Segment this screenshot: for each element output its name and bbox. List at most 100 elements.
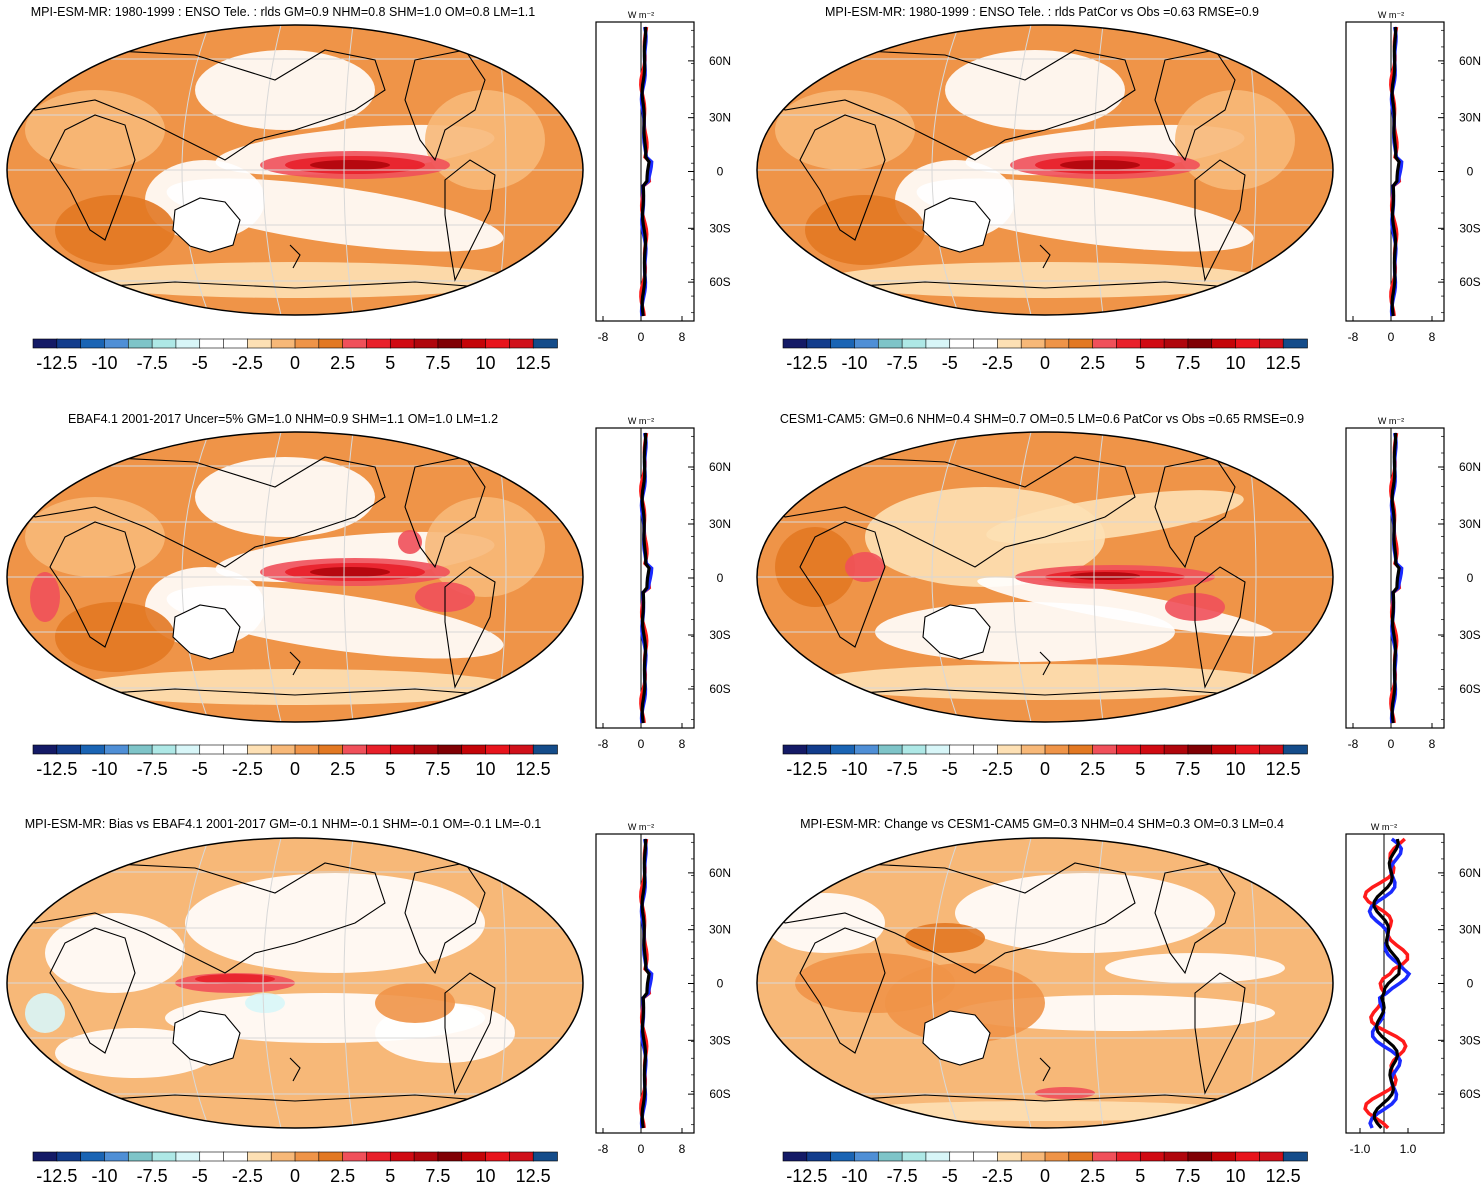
profile-y-tick-label: 60N (709, 866, 731, 880)
colorbar-tick-label: 2.5 (330, 759, 355, 779)
colorbar-swatch (854, 1151, 880, 1162)
colorbar-tick-label: -12.5 (36, 1166, 77, 1186)
colorbar-swatch (366, 744, 392, 755)
colorbar-swatch (1044, 744, 1070, 755)
profile-x-tick-label: 8 (679, 1142, 686, 1156)
colorbar-tick-label: 2.5 (1080, 353, 1105, 373)
colorbar-tick-label: -12.5 (786, 353, 827, 373)
colorbar-swatch (461, 338, 487, 349)
colorbar-tick-label: 5 (385, 1166, 395, 1186)
colorbar-swatch (151, 338, 177, 349)
panel-2: EBAF4.1 2001-2017 Uncer=5% GM=1.0 NHM=0.… (6, 412, 731, 779)
profile-unit-label: W m⁻² (628, 416, 654, 426)
colorbar-tick-label: -7.5 (887, 1166, 918, 1186)
colorbar-swatch (997, 744, 1022, 755)
colorbar-swatch (485, 1151, 511, 1162)
colorbar-swatch (973, 1151, 999, 1162)
profile-y-tick-label: 60N (1459, 460, 1481, 474)
profile-curve-black (1390, 26, 1401, 317)
colorbar-tick-label: -12.5 (36, 353, 77, 373)
zonal-profile-0: 60N 30N 0 30S 60S -8 0 8 W m⁻² (595, 10, 731, 344)
profile-x-tick-label: 0 (638, 737, 645, 751)
colorbar-tick-label: 5 (1135, 1166, 1145, 1186)
colorbar-swatch (175, 338, 201, 349)
colorbar-swatch (1116, 744, 1142, 755)
colorbar-swatch (413, 338, 439, 349)
colorbar-tick-label: 10 (1226, 1166, 1246, 1186)
colorbar-swatch (1020, 338, 1046, 349)
colorbar-tick-label: -5 (942, 353, 958, 373)
colorbar-tick-label: 7.5 (1175, 1166, 1200, 1186)
colorbar-tick-label: 0 (1040, 1166, 1050, 1186)
colorbar-swatch (1020, 1151, 1046, 1162)
colorbar-tick-label: -2.5 (982, 1166, 1013, 1186)
colorbar-swatch (782, 338, 808, 349)
colorbar-tick-label: -5 (192, 759, 208, 779)
colorbar-swatch (199, 338, 225, 349)
colorbar-tick-label: -5 (942, 1166, 958, 1186)
profile-y-tick-label: 0 (1467, 977, 1474, 991)
zonal-profile-1: 60N 30N 0 30S 60S -8 0 8 W m⁻² (1345, 10, 1481, 344)
colorbar-swatch (270, 744, 296, 755)
profile-unit-label: W m⁻² (1371, 822, 1397, 832)
colorbar-swatch (175, 744, 201, 755)
colorbar-swatch (80, 338, 106, 349)
profile-y-tick-label: 60S (709, 1087, 730, 1101)
colorbar-1: -12.5 -10 -7.5 -5 -2.5 0 2.5 5 7.5 10 12.5 (782, 338, 1308, 373)
colorbar-swatch (199, 744, 225, 755)
profile-y-tick-label: 0 (1467, 165, 1474, 179)
profile-y-tick-label: 30S (709, 628, 730, 642)
panel-title: MPI-ESM-MR: 1980-1999 : ENSO Tele. : rld… (31, 5, 536, 19)
colorbar-tick-label: -7.5 (137, 1166, 168, 1186)
colorbar-swatch (151, 744, 177, 755)
colorbar-swatch (997, 1151, 1022, 1162)
colorbar-swatch (247, 338, 272, 349)
colorbar-5: -12.5 -10 -7.5 -5 -2.5 0 2.5 5 7.5 10 12.5 (782, 1151, 1308, 1186)
colorbar-tick-label: 12.5 (1266, 759, 1301, 779)
colorbar-tick-label: 0 (1040, 759, 1050, 779)
colorbar-swatch (127, 1151, 153, 1162)
colorbar-swatch (1092, 1151, 1118, 1162)
profile-y-tick-label: 60S (1459, 275, 1480, 289)
colorbar-swatch (56, 744, 82, 755)
profile-curve-black (640, 432, 651, 724)
colorbar-tick-label: -12.5 (786, 759, 827, 779)
colorbar-tick-label: 5 (385, 759, 395, 779)
colorbar-tick-label: -5 (192, 1166, 208, 1186)
colorbar-swatch (389, 338, 415, 349)
colorbar-swatch (1259, 1151, 1284, 1162)
profile-y-tick-label: 0 (1467, 571, 1474, 585)
zonal-profile-5: 60N 30N 0 30S 60S -1.0 1.0 W m⁻² (1345, 822, 1481, 1156)
colorbar-tick-label: 7.5 (425, 759, 450, 779)
colorbar-swatch (509, 1151, 534, 1162)
colorbar-swatch (413, 1151, 439, 1162)
colorbar-swatch (1092, 744, 1118, 755)
colorbar-swatch (1139, 1151, 1165, 1162)
colorbar-swatch (1139, 744, 1165, 755)
colorbar-swatch (1068, 744, 1094, 755)
profile-x-tick-label: 0 (638, 330, 645, 344)
colorbar-swatch (901, 1151, 927, 1162)
panel-3: CESM1-CAM5: GM=0.6 NHM=0.4 SHM=0.7 OM=0.… (756, 412, 1481, 779)
map-2 (6, 431, 584, 723)
profile-x-tick-label: -8 (1348, 737, 1359, 751)
profile-x-tick-label: -8 (598, 330, 609, 344)
colorbar-tick-label: 10 (476, 353, 496, 373)
colorbar-swatch (32, 744, 58, 755)
colorbar-swatch (1116, 338, 1142, 349)
panel-4: MPI-ESM-MR: Bias vs EBAF4.1 2001-2017 GM… (6, 817, 731, 1186)
colorbar-swatch (830, 744, 856, 755)
colorbar-swatch (366, 1151, 392, 1162)
colorbar-swatch (877, 338, 903, 349)
colorbar-tick-label: 2.5 (1080, 759, 1105, 779)
colorbar-swatch (104, 1151, 130, 1162)
profile-y-tick-label: 30S (1459, 1033, 1480, 1047)
colorbar-swatch (1068, 338, 1094, 349)
colorbar-swatch (127, 744, 153, 755)
colorbar-swatch (830, 338, 856, 349)
colorbar-tick-label: 12.5 (516, 353, 551, 373)
colorbar-swatch (532, 744, 558, 755)
colorbar-swatch (342, 744, 368, 755)
profile-unit-label: W m⁻² (628, 10, 654, 20)
profile-y-tick-label: 60N (1459, 866, 1481, 880)
